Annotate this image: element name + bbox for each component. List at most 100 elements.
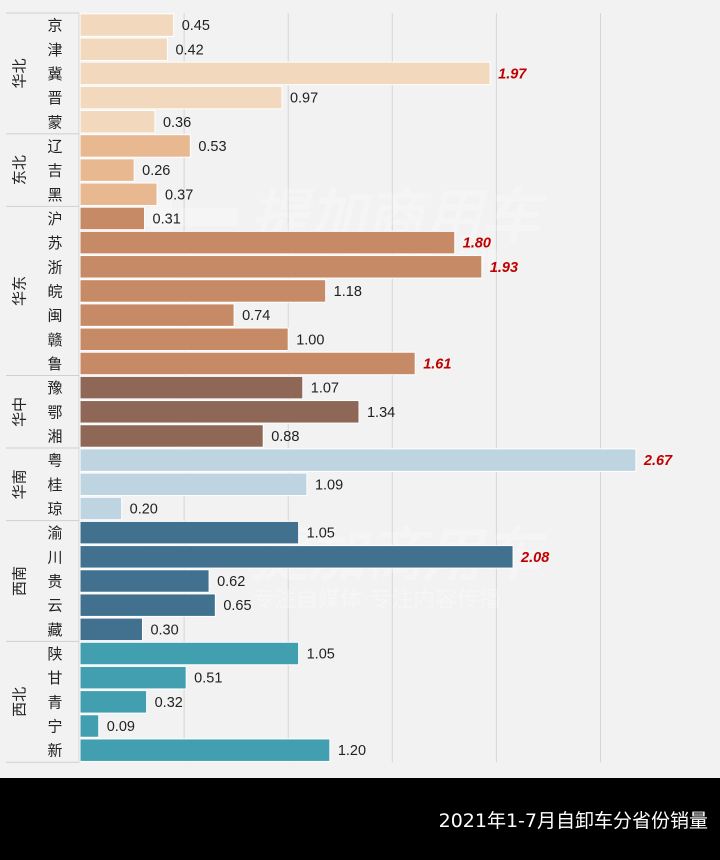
province-label: 皖 <box>47 282 62 300</box>
province-label: 宁 <box>47 718 62 736</box>
value-label: 0.42 <box>175 42 203 58</box>
province-label: 川 <box>47 548 62 566</box>
value-label: 1.61 <box>423 356 451 372</box>
bar-辽 <box>79 134 191 158</box>
value-label: 0.20 <box>130 501 158 517</box>
value-label: 0.26 <box>142 163 170 179</box>
bar-闽 <box>79 303 235 327</box>
province-label: 陕 <box>47 645 62 663</box>
logo-icon <box>138 208 238 227</box>
bar-浙 <box>79 255 483 279</box>
value-label: 0.09 <box>107 719 135 735</box>
value-label: 0.30 <box>150 622 178 638</box>
region-label: 华东 <box>11 276 29 306</box>
province-label: 津 <box>47 41 62 59</box>
gridlines <box>183 13 601 763</box>
bar-晋 <box>79 85 283 110</box>
province-label: 湘 <box>47 427 62 445</box>
bar-琼 <box>79 496 123 521</box>
province-label: 浙 <box>47 258 62 276</box>
region-label: 东北 <box>11 155 29 185</box>
value-label: 2.67 <box>643 453 673 469</box>
province-label: 琼 <box>47 500 62 518</box>
bar-蒙 <box>79 110 156 134</box>
value-label: 1.05 <box>307 647 335 663</box>
province-label: 苏 <box>47 234 62 252</box>
bar-赣 <box>79 327 289 352</box>
value-label: 1.80 <box>463 236 491 252</box>
bar-青 <box>79 690 148 714</box>
bar-藏 <box>79 617 143 642</box>
bar-鲁 <box>79 351 416 376</box>
bar-粤 <box>79 448 637 472</box>
province-label: 沪 <box>47 210 62 228</box>
value-label: 0.32 <box>155 695 183 711</box>
region-label: 华中 <box>11 397 29 427</box>
bar-豫 <box>79 375 304 400</box>
province-label: 桂 <box>47 476 62 494</box>
value-label: 0.37 <box>165 187 193 203</box>
province-label: 云 <box>47 597 62 615</box>
value-label: 0.31 <box>153 211 181 227</box>
province-label: 冀 <box>47 65 62 83</box>
province-label: 闽 <box>47 307 62 325</box>
region-label: 西北 <box>11 687 29 717</box>
bar-苏 <box>79 230 456 255</box>
province-label: 蒙 <box>47 113 62 131</box>
value-label: 1.97 <box>498 66 527 82</box>
value-label: 1.05 <box>307 526 335 542</box>
bar-新 <box>79 738 331 762</box>
value-label: 1.34 <box>367 405 395 421</box>
value-label: 0.88 <box>271 429 299 445</box>
value-label: 0.51 <box>194 671 222 687</box>
value-label: 1.00 <box>296 332 324 348</box>
bars <box>79 13 637 762</box>
region-label: 西南 <box>11 566 29 596</box>
province-label: 辽 <box>47 137 62 155</box>
value-label: 0.62 <box>217 574 245 590</box>
value-label: 0.53 <box>198 139 226 155</box>
province-label: 鄂 <box>47 403 62 421</box>
value-label: 0.65 <box>223 598 251 614</box>
province-label: 新 <box>47 742 62 760</box>
value-label: 1.09 <box>315 477 343 493</box>
bar-陕 <box>79 641 300 666</box>
bar-京 <box>79 13 175 37</box>
province-label: 赣 <box>47 331 62 349</box>
province-label: 粤 <box>47 452 62 470</box>
bar-沪 <box>79 206 146 231</box>
bar-云 <box>79 593 216 617</box>
bar-津 <box>79 37 168 62</box>
bar-吉 <box>79 158 135 182</box>
bar-湘 <box>79 424 264 448</box>
chart-title: 2021年1-7月自卸车分省份销量 <box>438 810 708 832</box>
province-label: 青 <box>47 693 62 711</box>
bar-桂 <box>79 472 308 497</box>
province-label: 鲁 <box>47 355 62 373</box>
province-label: 晋 <box>47 89 62 107</box>
province-label: 甘 <box>47 669 62 687</box>
bar-川 <box>79 545 514 569</box>
value-label: 2.08 <box>520 550 550 566</box>
region-label: 华北 <box>11 58 29 88</box>
province-label: 渝 <box>47 524 62 542</box>
value-label: 0.74 <box>242 308 270 324</box>
value-label: 0.97 <box>290 91 318 107</box>
bar-冀 <box>79 61 491 86</box>
province-label: 藏 <box>47 621 62 639</box>
value-label: 1.18 <box>334 284 362 300</box>
value-labels: 0.45 0.42 1.97 0.97 0.36 0.53 0.26 0.37 0.31 1.80… <box>107 18 673 759</box>
province-label: 豫 <box>47 379 62 397</box>
bar-贵 <box>79 569 210 593</box>
bar-甘 <box>79 665 187 690</box>
bar-皖 <box>79 279 327 303</box>
bar-宁 <box>79 714 100 738</box>
value-label: 1.93 <box>490 260 518 276</box>
bar-黑 <box>79 182 158 207</box>
value-label: 0.36 <box>163 115 191 131</box>
province-label: 黑 <box>47 186 62 204</box>
province-label: 吉 <box>47 162 62 180</box>
province-label: 贵 <box>47 572 62 590</box>
